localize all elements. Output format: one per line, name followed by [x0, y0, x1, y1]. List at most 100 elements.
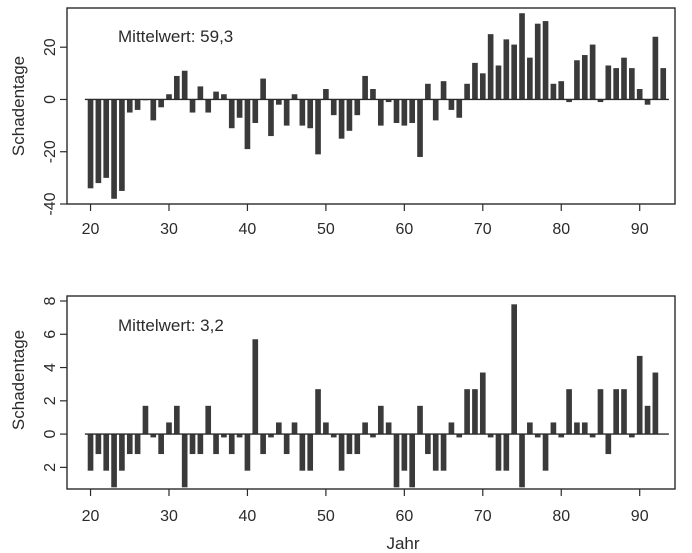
bar [268, 434, 274, 438]
bar [299, 99, 306, 126]
x-tick-label: 60 [395, 508, 413, 525]
bar [276, 422, 282, 435]
bar [95, 99, 102, 184]
bar [605, 65, 612, 100]
bar [574, 60, 580, 100]
bar [550, 83, 557, 100]
bar [119, 434, 125, 471]
bar [174, 75, 180, 100]
x-tick-label: 50 [317, 508, 335, 525]
bar [409, 99, 416, 123]
top-chart-panel: -40 -20 0 20 20 30 40 50 60 70 80 90 Schadentage Mitt… [9, 7, 676, 238]
bar [503, 434, 510, 471]
plot-frame [66, 295, 676, 490]
y-tick-label: -40 [42, 192, 59, 215]
x-tick-label: 20 [82, 508, 100, 525]
bar [158, 434, 164, 455]
bar [87, 99, 94, 189]
x-tick-label: 30 [160, 508, 178, 525]
bar [432, 99, 439, 121]
bar [652, 372, 659, 435]
y-tick-label: 0 [42, 95, 59, 104]
bar [503, 39, 510, 100]
y-tick-label: 6 [42, 330, 59, 339]
bar [126, 434, 133, 455]
bar [197, 86, 204, 100]
bar [205, 405, 212, 435]
bar [566, 99, 572, 103]
x-tick-label: 70 [474, 221, 492, 238]
bar [268, 99, 274, 137]
bar [432, 434, 439, 471]
bar [181, 70, 188, 100]
bar [221, 434, 227, 438]
bar [126, 99, 133, 113]
bar [315, 389, 321, 435]
bar [370, 89, 376, 100]
bar [236, 434, 243, 438]
bar [323, 89, 329, 100]
bar [166, 422, 172, 435]
bar [558, 434, 565, 438]
bar [440, 81, 447, 100]
bar [385, 422, 392, 435]
y-tick-label: 8 [42, 296, 59, 305]
x-tick-label: 30 [160, 221, 178, 238]
bar [244, 99, 251, 150]
bar [377, 99, 384, 126]
bar [330, 434, 337, 438]
bar [589, 434, 596, 438]
bar [542, 434, 549, 471]
bar [479, 372, 486, 435]
bar [377, 405, 384, 435]
bar [197, 434, 204, 455]
bar [338, 99, 345, 139]
bar [401, 99, 408, 126]
x-tick-label: 80 [552, 508, 570, 525]
bar [472, 62, 478, 100]
bar [613, 68, 619, 100]
bar [362, 422, 368, 435]
bar [385, 99, 392, 103]
y-axis-label: Schadentage [9, 330, 28, 430]
plot-frame [66, 7, 676, 205]
bar [103, 99, 110, 178]
bar [511, 44, 517, 100]
bar [527, 57, 533, 100]
bar [636, 355, 643, 435]
bar [346, 99, 353, 131]
bar [487, 434, 494, 438]
bar [354, 434, 361, 455]
bar [558, 81, 565, 100]
bar [87, 434, 94, 471]
x-tick-label: 40 [239, 221, 257, 238]
bar [260, 434, 266, 455]
bar [338, 434, 345, 471]
bar [307, 434, 314, 471]
bar [487, 34, 494, 100]
bar [393, 99, 400, 123]
x-tick-label: 20 [82, 221, 100, 238]
bar [213, 91, 219, 100]
bar [636, 89, 643, 100]
bar [291, 94, 298, 100]
bar [283, 99, 290, 126]
bar [228, 99, 235, 129]
bar [150, 99, 157, 121]
x-tick-label: 40 [239, 508, 257, 525]
bar [236, 99, 243, 118]
bar [652, 36, 659, 100]
y-axis-label: Schadentage [9, 56, 28, 156]
bar [425, 434, 431, 455]
y-tick-label: -20 [42, 140, 59, 163]
bar [464, 83, 470, 100]
bar [181, 434, 188, 488]
y-tick-label: 4 [42, 363, 59, 372]
bar [527, 422, 533, 435]
x-tick-label: 80 [552, 221, 570, 238]
bar [354, 99, 361, 116]
bar [119, 99, 125, 191]
bar [644, 99, 651, 105]
